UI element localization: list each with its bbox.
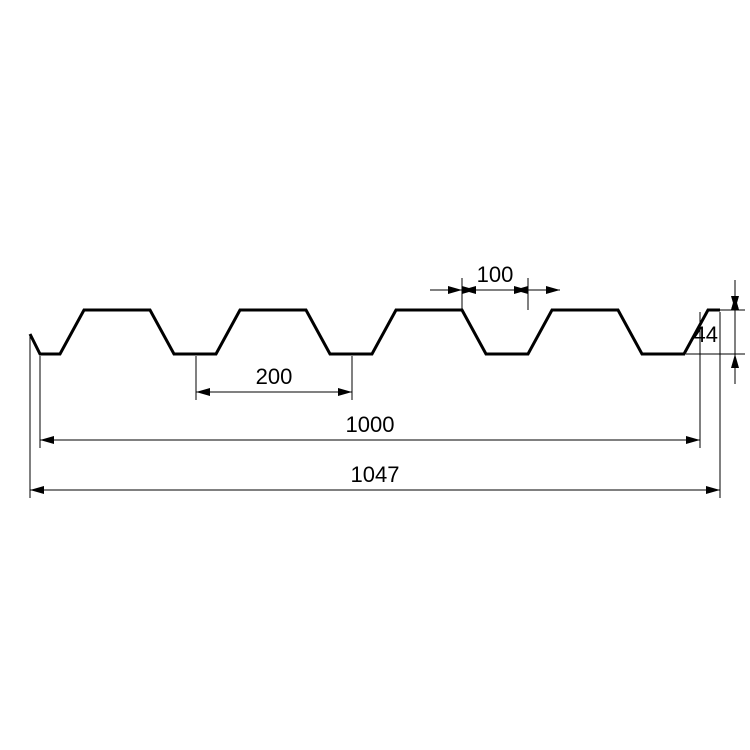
dim-pitch-label: 200 xyxy=(256,364,293,389)
profile-diagram: 100 200 1000 1047 4 xyxy=(0,0,750,750)
dim-overall-label: 1047 xyxy=(351,462,400,487)
dim-cover-label: 1000 xyxy=(346,412,395,437)
dim-depth-label: 44 xyxy=(694,322,718,347)
dim-pitch: 200 xyxy=(196,356,352,400)
dim-crest-label: 100 xyxy=(477,262,514,287)
dim-overall: 1047 xyxy=(30,312,720,498)
dim-cover: 1000 xyxy=(40,312,700,448)
dim-depth: 44 xyxy=(686,280,745,384)
dim-crest-clean: 100 xyxy=(462,262,528,308)
sheet-profile xyxy=(30,310,720,354)
